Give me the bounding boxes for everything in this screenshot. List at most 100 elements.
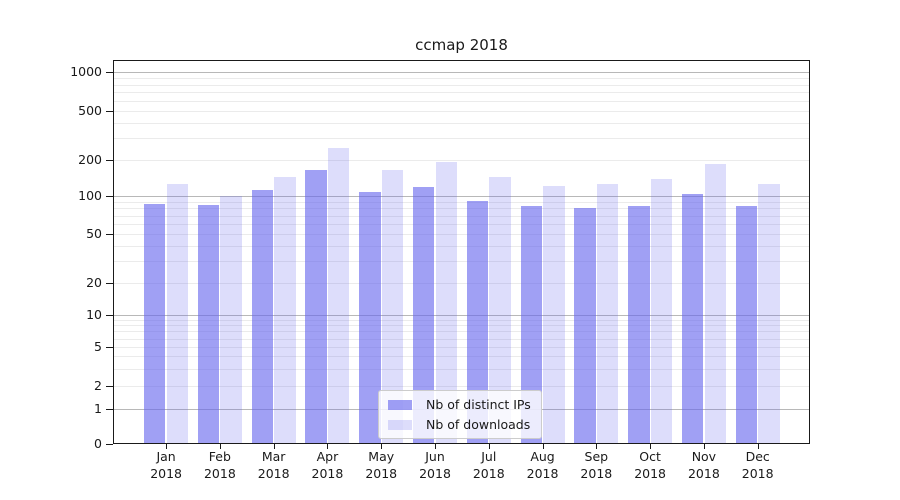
bar-ips-dec [735, 205, 758, 443]
y-tick-500 [106, 111, 113, 112]
bar-ips-oct [628, 205, 650, 443]
gridline-80 [113, 208, 810, 210]
x-tick-jan [166, 444, 168, 449]
gridline-300 [113, 138, 810, 140]
x-tick-month: Dec [745, 449, 770, 464]
bar-ips-jun [413, 186, 435, 443]
gridline-70 [113, 215, 810, 217]
gridline-200 [113, 160, 810, 161]
x-tick-year: 2018 [257, 465, 290, 481]
x-tick-nov [703, 444, 705, 449]
x-tick-month: Apr [316, 449, 339, 464]
x-tick-label-may: May 2018 [349, 449, 413, 482]
y-tick-label-2: 2 [94, 378, 102, 393]
x-tick-label-jul: Jul 2018 [457, 449, 521, 482]
x-tick-month: Mar [261, 449, 286, 464]
gridline-6 [113, 338, 810, 340]
legend-swatch-distinct-ips [388, 399, 412, 410]
bar-downloads-feb [220, 196, 242, 443]
x-tick-may [381, 444, 383, 449]
y-tick-5 [106, 347, 113, 348]
x-tick-label-apr: Apr 2018 [295, 449, 359, 482]
x-tick-label-jun: Jun 2018 [403, 449, 467, 482]
x-tick-year: 2018 [634, 465, 667, 481]
y-tick-label-50: 50 [86, 226, 102, 241]
x-tick-month: Jul [481, 449, 497, 464]
bar-downloads-aug [543, 185, 565, 443]
bar-ips-mar [251, 189, 274, 443]
gridline-600 [113, 100, 810, 102]
gridline-800 [113, 84, 810, 86]
y-tick-2 [106, 386, 113, 387]
y-tick-1 [106, 409, 113, 410]
gridline-50 [113, 234, 810, 235]
x-tick-aug [542, 444, 544, 449]
x-tick-year: 2018 [687, 465, 720, 481]
x-tick-jul [488, 444, 490, 449]
x-tick-month: Jun [425, 449, 445, 464]
gridline-20 [113, 283, 810, 284]
x-tick-year: 2018 [741, 465, 774, 481]
bar-ips-may [359, 192, 381, 443]
x-tick-label-dec: Dec 2018 [726, 449, 790, 482]
x-tick-apr [327, 444, 329, 449]
gridline-90 [113, 201, 810, 203]
x-tick-month: Sep [584, 449, 609, 464]
y-tick-label-20: 20 [86, 275, 102, 290]
bar-downloads-may [381, 169, 404, 443]
x-tick-label-jan: Jan 2018 [134, 449, 198, 482]
y-tick-100 [106, 196, 113, 197]
gridline-10 [113, 315, 810, 316]
gridline-8 [113, 325, 810, 327]
x-tick-month: May [368, 449, 395, 464]
bar-ips-jan [144, 203, 166, 443]
bar-downloads-jun [435, 161, 457, 443]
gridline-60 [113, 224, 810, 225]
bar-downloads-apr [328, 148, 350, 443]
y-tick-label-1000: 1000 [70, 64, 102, 79]
x-tick-year: 2018 [311, 465, 344, 481]
x-tick-year: 2018 [203, 465, 236, 481]
gridline-3 [113, 368, 810, 370]
x-tick-label-mar: Mar 2018 [242, 449, 306, 482]
gridline-1000 [113, 72, 810, 73]
bar-downloads-nov [704, 164, 726, 443]
chart-title: ccmap 2018 [415, 36, 508, 54]
legend-item-distinct-ips: Nb of distinct IPs [388, 397, 531, 412]
bar-ips-sep [574, 207, 596, 443]
gridline-900 [113, 77, 810, 79]
bar-ips-apr [305, 169, 327, 443]
gridline-100 [113, 196, 810, 197]
x-tick-label-sep: Sep 2018 [564, 449, 628, 482]
x-tick-label-feb: Feb 2018 [188, 449, 252, 482]
x-tick-month: Nov [691, 449, 717, 464]
x-tick-sep [596, 444, 598, 449]
bar-downloads-oct [650, 178, 673, 443]
y-tick-10 [106, 315, 113, 316]
x-tick-month: Aug [530, 449, 555, 464]
x-tick-month: Feb [208, 449, 231, 464]
y-tick-label-100: 100 [78, 188, 102, 203]
bar-downloads-jan [166, 183, 189, 443]
bar-ips-jul [466, 201, 489, 443]
gridline-7 [113, 331, 810, 333]
legend: Nb of distinct IPs Nb of downloads [378, 390, 542, 439]
bar-downloads-mar [274, 177, 296, 443]
legend-label-distinct-ips: Nb of distinct IPs [426, 397, 531, 412]
gridline-4 [113, 356, 810, 358]
gridline-700 [113, 92, 810, 94]
y-tick-label-500: 500 [78, 103, 102, 118]
x-tick-label-nov: Nov 2018 [672, 449, 736, 482]
x-tick-year: 2018 [365, 465, 398, 481]
y-tick-label-10: 10 [86, 307, 102, 322]
y-tick-20 [106, 283, 113, 284]
x-tick-month: Oct [639, 449, 661, 464]
x-tick-mar [273, 444, 275, 449]
bar-downloads-jul [489, 176, 511, 443]
y-tick-1000 [106, 72, 113, 73]
y-tick-label-200: 200 [78, 152, 102, 167]
x-tick-label-oct: Oct 2018 [618, 449, 682, 482]
y-tick-label-0: 0 [94, 436, 102, 451]
legend-item-downloads: Nb of downloads [388, 417, 531, 432]
legend-swatch-downloads [388, 419, 412, 430]
